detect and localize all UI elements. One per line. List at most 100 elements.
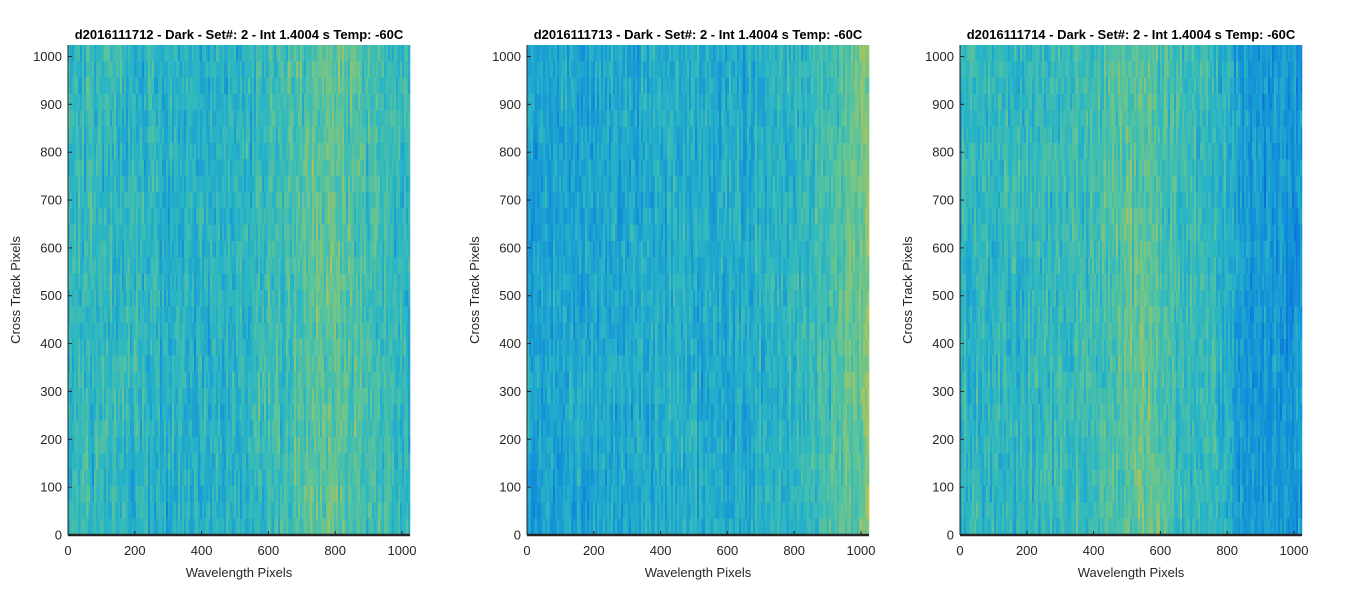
- heatmap-cell: [268, 306, 271, 323]
- heatmap-cell: [80, 126, 83, 144]
- heatmap-cell: [96, 371, 99, 389]
- heatmap-cell: [202, 273, 205, 291]
- heatmap-cell: [330, 192, 333, 209]
- heatmap-cell: [252, 110, 255, 127]
- heatmap-cell: [210, 306, 213, 323]
- heatmap-cell: [270, 126, 273, 144]
- heatmap-cell: [388, 94, 391, 111]
- heatmap-cell: [88, 437, 91, 454]
- heatmap-cell: [112, 110, 115, 127]
- heatmap-cell: [236, 175, 239, 193]
- heatmap-cell: [394, 159, 397, 176]
- heatmap-cell: [218, 306, 221, 323]
- heatmap-cell: [110, 110, 113, 127]
- heatmap-cell: [236, 469, 239, 487]
- heatmap-cell: [390, 322, 393, 340]
- heatmap-cell: [366, 208, 369, 225]
- heatmap-cell: [200, 175, 203, 193]
- heatmap-cell: [112, 486, 115, 503]
- heatmap-cell: [338, 143, 341, 160]
- heatmap-cell: [70, 453, 73, 470]
- heatmap-cell: [286, 437, 289, 454]
- heatmap-cell: [366, 339, 369, 356]
- heatmap-cell: [78, 224, 81, 242]
- heatmap-cell: [376, 257, 379, 274]
- heatmap-cell: [214, 404, 217, 421]
- heatmap-cell: [190, 192, 193, 209]
- heatmap-cell: [186, 469, 189, 487]
- heatmap-cell: [352, 192, 355, 209]
- heatmap-cell: [384, 453, 387, 470]
- heatmap-cell: [244, 61, 247, 78]
- heatmap-cell: [280, 77, 283, 95]
- heatmap-cell: [384, 388, 387, 405]
- heatmap-cell: [320, 241, 323, 258]
- heatmap-cell: [266, 388, 269, 405]
- heatmap-cell: [164, 469, 167, 487]
- heatmap-cell: [332, 306, 335, 323]
- heatmap-cell: [290, 143, 293, 160]
- heatmap-cell: [314, 388, 317, 405]
- heatmap-cell: [190, 469, 193, 487]
- heatmap-cell: [100, 224, 103, 242]
- heatmap-cell: [122, 371, 125, 389]
- heatmap-cell: [214, 208, 217, 225]
- heatmap-cell: [348, 290, 351, 307]
- heatmap-cell: [284, 224, 287, 242]
- heatmap-cell: [238, 159, 241, 176]
- heatmap-cell: [138, 518, 141, 536]
- heatmap-cell: [134, 486, 137, 503]
- heatmap-cell: [394, 290, 397, 307]
- heatmap-cell: [278, 257, 281, 274]
- heatmap-cell: [354, 126, 357, 144]
- heatmap-cell: [82, 257, 85, 274]
- heatmap-cell: [116, 257, 119, 274]
- heatmap-cell: [192, 486, 195, 503]
- heatmap-cell: [98, 273, 101, 291]
- heatmap-cell: [282, 290, 285, 307]
- heatmap-cell: [298, 126, 301, 144]
- heatmap-cell: [162, 404, 165, 421]
- heatmap-cell: [316, 404, 319, 421]
- heatmap-cell: [230, 518, 233, 536]
- heatmap-cell: [266, 437, 269, 454]
- heatmap-cell: [314, 273, 317, 291]
- heatmap-cell: [260, 339, 263, 356]
- heatmap-cell: [320, 322, 323, 340]
- heatmap-cell: [334, 306, 337, 323]
- heatmap-cell: [100, 355, 103, 372]
- heatmap-cell: [184, 273, 187, 291]
- heatmap-cell: [372, 175, 375, 193]
- heatmap-cell: [296, 388, 299, 405]
- heatmap-cell: [124, 126, 127, 144]
- heatmap-cell: [156, 224, 159, 242]
- heatmap-cell: [222, 469, 225, 487]
- heatmap-cell: [198, 339, 201, 356]
- heatmap-cell: [208, 518, 211, 536]
- heatmap-cell: [386, 322, 389, 340]
- heatmap-cell: [162, 469, 165, 487]
- heatmap-cell: [216, 159, 219, 176]
- heatmap-cell: [156, 110, 159, 127]
- heatmap-cell: [164, 143, 167, 160]
- heatmap-cell: [144, 224, 147, 242]
- heatmap-cell: [314, 257, 317, 274]
- heatmap-cell: [138, 61, 141, 78]
- heatmap-cell: [150, 224, 153, 242]
- heatmap-cell: [160, 61, 163, 78]
- heatmap-cell: [268, 290, 271, 307]
- heatmap-cell: [372, 469, 375, 487]
- heatmap-cell: [102, 502, 105, 519]
- heatmap-cell: [210, 61, 213, 78]
- heatmap-cell: [218, 208, 221, 225]
- heatmap-cell: [130, 143, 133, 160]
- heatmap-cell: [176, 159, 179, 176]
- heatmap-cell: [344, 388, 347, 405]
- heatmap-cell: [144, 502, 147, 519]
- heatmap-cell: [192, 518, 195, 536]
- heatmap-cell: [210, 290, 213, 307]
- heatmap-cell: [240, 437, 243, 454]
- heatmap-cell: [330, 110, 333, 127]
- heatmap-cell: [238, 192, 241, 209]
- heatmap-cell: [300, 420, 303, 438]
